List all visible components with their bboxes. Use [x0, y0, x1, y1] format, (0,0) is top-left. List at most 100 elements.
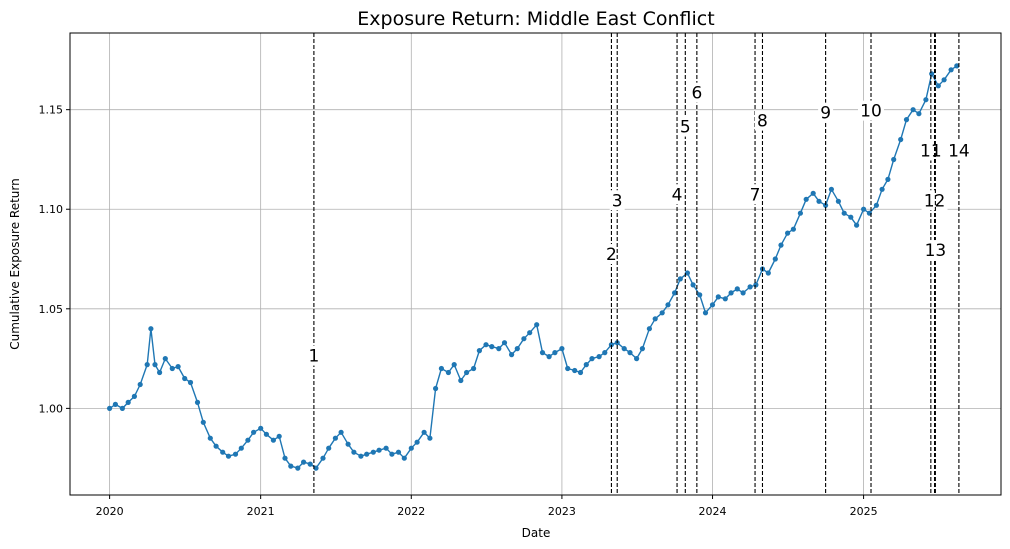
data-point	[220, 449, 226, 455]
data-point	[835, 198, 842, 204]
data-point	[414, 439, 420, 445]
data-point	[559, 346, 565, 352]
x-tick-label: 2025	[850, 505, 878, 518]
y-tick-label: 1.00	[39, 402, 64, 415]
event-label: 9	[820, 104, 831, 124]
data-point	[125, 399, 131, 405]
data-point	[389, 451, 395, 457]
data-point	[496, 346, 502, 352]
event-label: 12	[924, 191, 946, 211]
event-label: 8	[757, 112, 768, 132]
data-point	[401, 455, 407, 461]
data-point	[898, 136, 904, 143]
data-point	[577, 369, 584, 376]
x-tick-label: 2022	[397, 505, 425, 518]
data-point	[948, 67, 954, 73]
data-point	[747, 284, 753, 290]
event-label-background	[306, 345, 322, 366]
data-point	[307, 461, 313, 467]
data-point	[709, 302, 716, 308]
data-point	[364, 451, 370, 457]
x-tick-label: 2021	[247, 505, 275, 518]
data-point	[785, 230, 791, 236]
data-point	[245, 437, 251, 443]
data-point	[790, 226, 797, 232]
data-point	[728, 290, 734, 296]
event-label-background	[858, 100, 885, 121]
data-point	[539, 350, 546, 356]
data-point	[803, 196, 809, 202]
data-point	[187, 379, 194, 386]
data-point	[326, 445, 332, 451]
data-point	[546, 354, 552, 360]
data-point	[697, 292, 703, 298]
data-point	[282, 455, 288, 461]
data-point	[765, 270, 771, 276]
data-point	[270, 437, 276, 443]
event-label-background	[677, 116, 693, 137]
data-point	[684, 270, 691, 276]
data-point	[458, 377, 464, 384]
data-point	[464, 369, 470, 376]
data-point	[891, 156, 897, 163]
data-point	[702, 310, 709, 316]
data-point	[445, 369, 451, 376]
plot-frame	[69, 32, 1002, 496]
data-point	[433, 385, 439, 392]
data-point	[677, 276, 683, 282]
data-point	[200, 419, 206, 425]
y-tick-label: 1.15	[39, 104, 64, 117]
data-point	[395, 449, 402, 455]
y-tick-label: 1.10	[39, 203, 64, 216]
data-point	[288, 463, 294, 469]
data-point	[514, 346, 520, 352]
data-point	[175, 364, 181, 370]
x-axis-label: Date	[522, 526, 551, 540]
data-point	[652, 316, 658, 322]
data-point	[225, 453, 232, 459]
data-point	[861, 206, 867, 212]
data-point	[421, 429, 427, 435]
data-point	[338, 429, 344, 435]
data-point	[345, 441, 351, 447]
data-point	[332, 435, 338, 441]
data-point	[722, 296, 728, 302]
data-point	[489, 344, 495, 350]
event-label: 13	[925, 241, 947, 261]
data-point	[427, 435, 433, 441]
data-point	[916, 111, 922, 117]
data-point	[258, 425, 264, 431]
x-tick-label: 2024	[699, 505, 727, 518]
event-label: 6	[691, 84, 702, 104]
y-axis: 1.00 1.05 1.10 1.15	[39, 104, 70, 415]
data-point	[639, 346, 646, 352]
data-point	[137, 381, 143, 388]
data-point	[527, 330, 533, 336]
data-point	[646, 326, 653, 332]
data-point	[848, 214, 854, 220]
data-point	[521, 336, 527, 342]
data-point	[854, 222, 860, 228]
x-tick-label: 2023	[548, 505, 576, 518]
data-point	[659, 310, 665, 316]
data-point	[131, 393, 137, 399]
data-point	[471, 365, 477, 372]
data-point	[313, 465, 319, 471]
event-label: 11	[920, 141, 942, 161]
data-point	[565, 365, 571, 372]
data-point	[797, 210, 804, 216]
data-point	[715, 294, 721, 300]
data-point	[572, 367, 578, 374]
data-point	[634, 356, 640, 362]
data-point	[627, 350, 633, 356]
data-point	[534, 322, 540, 328]
series-layer	[107, 63, 960, 471]
data-point	[119, 405, 125, 411]
event-label: 14	[948, 141, 970, 161]
data-point	[194, 399, 201, 405]
data-point	[162, 356, 168, 362]
data-point	[483, 342, 489, 348]
data-point	[885, 176, 891, 182]
data-point	[672, 290, 678, 296]
